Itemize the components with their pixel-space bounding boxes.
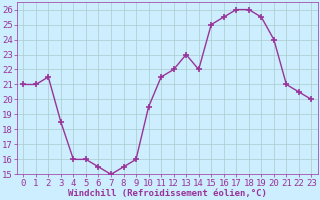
X-axis label: Windchill (Refroidissement éolien,°C): Windchill (Refroidissement éolien,°C)	[68, 189, 267, 198]
